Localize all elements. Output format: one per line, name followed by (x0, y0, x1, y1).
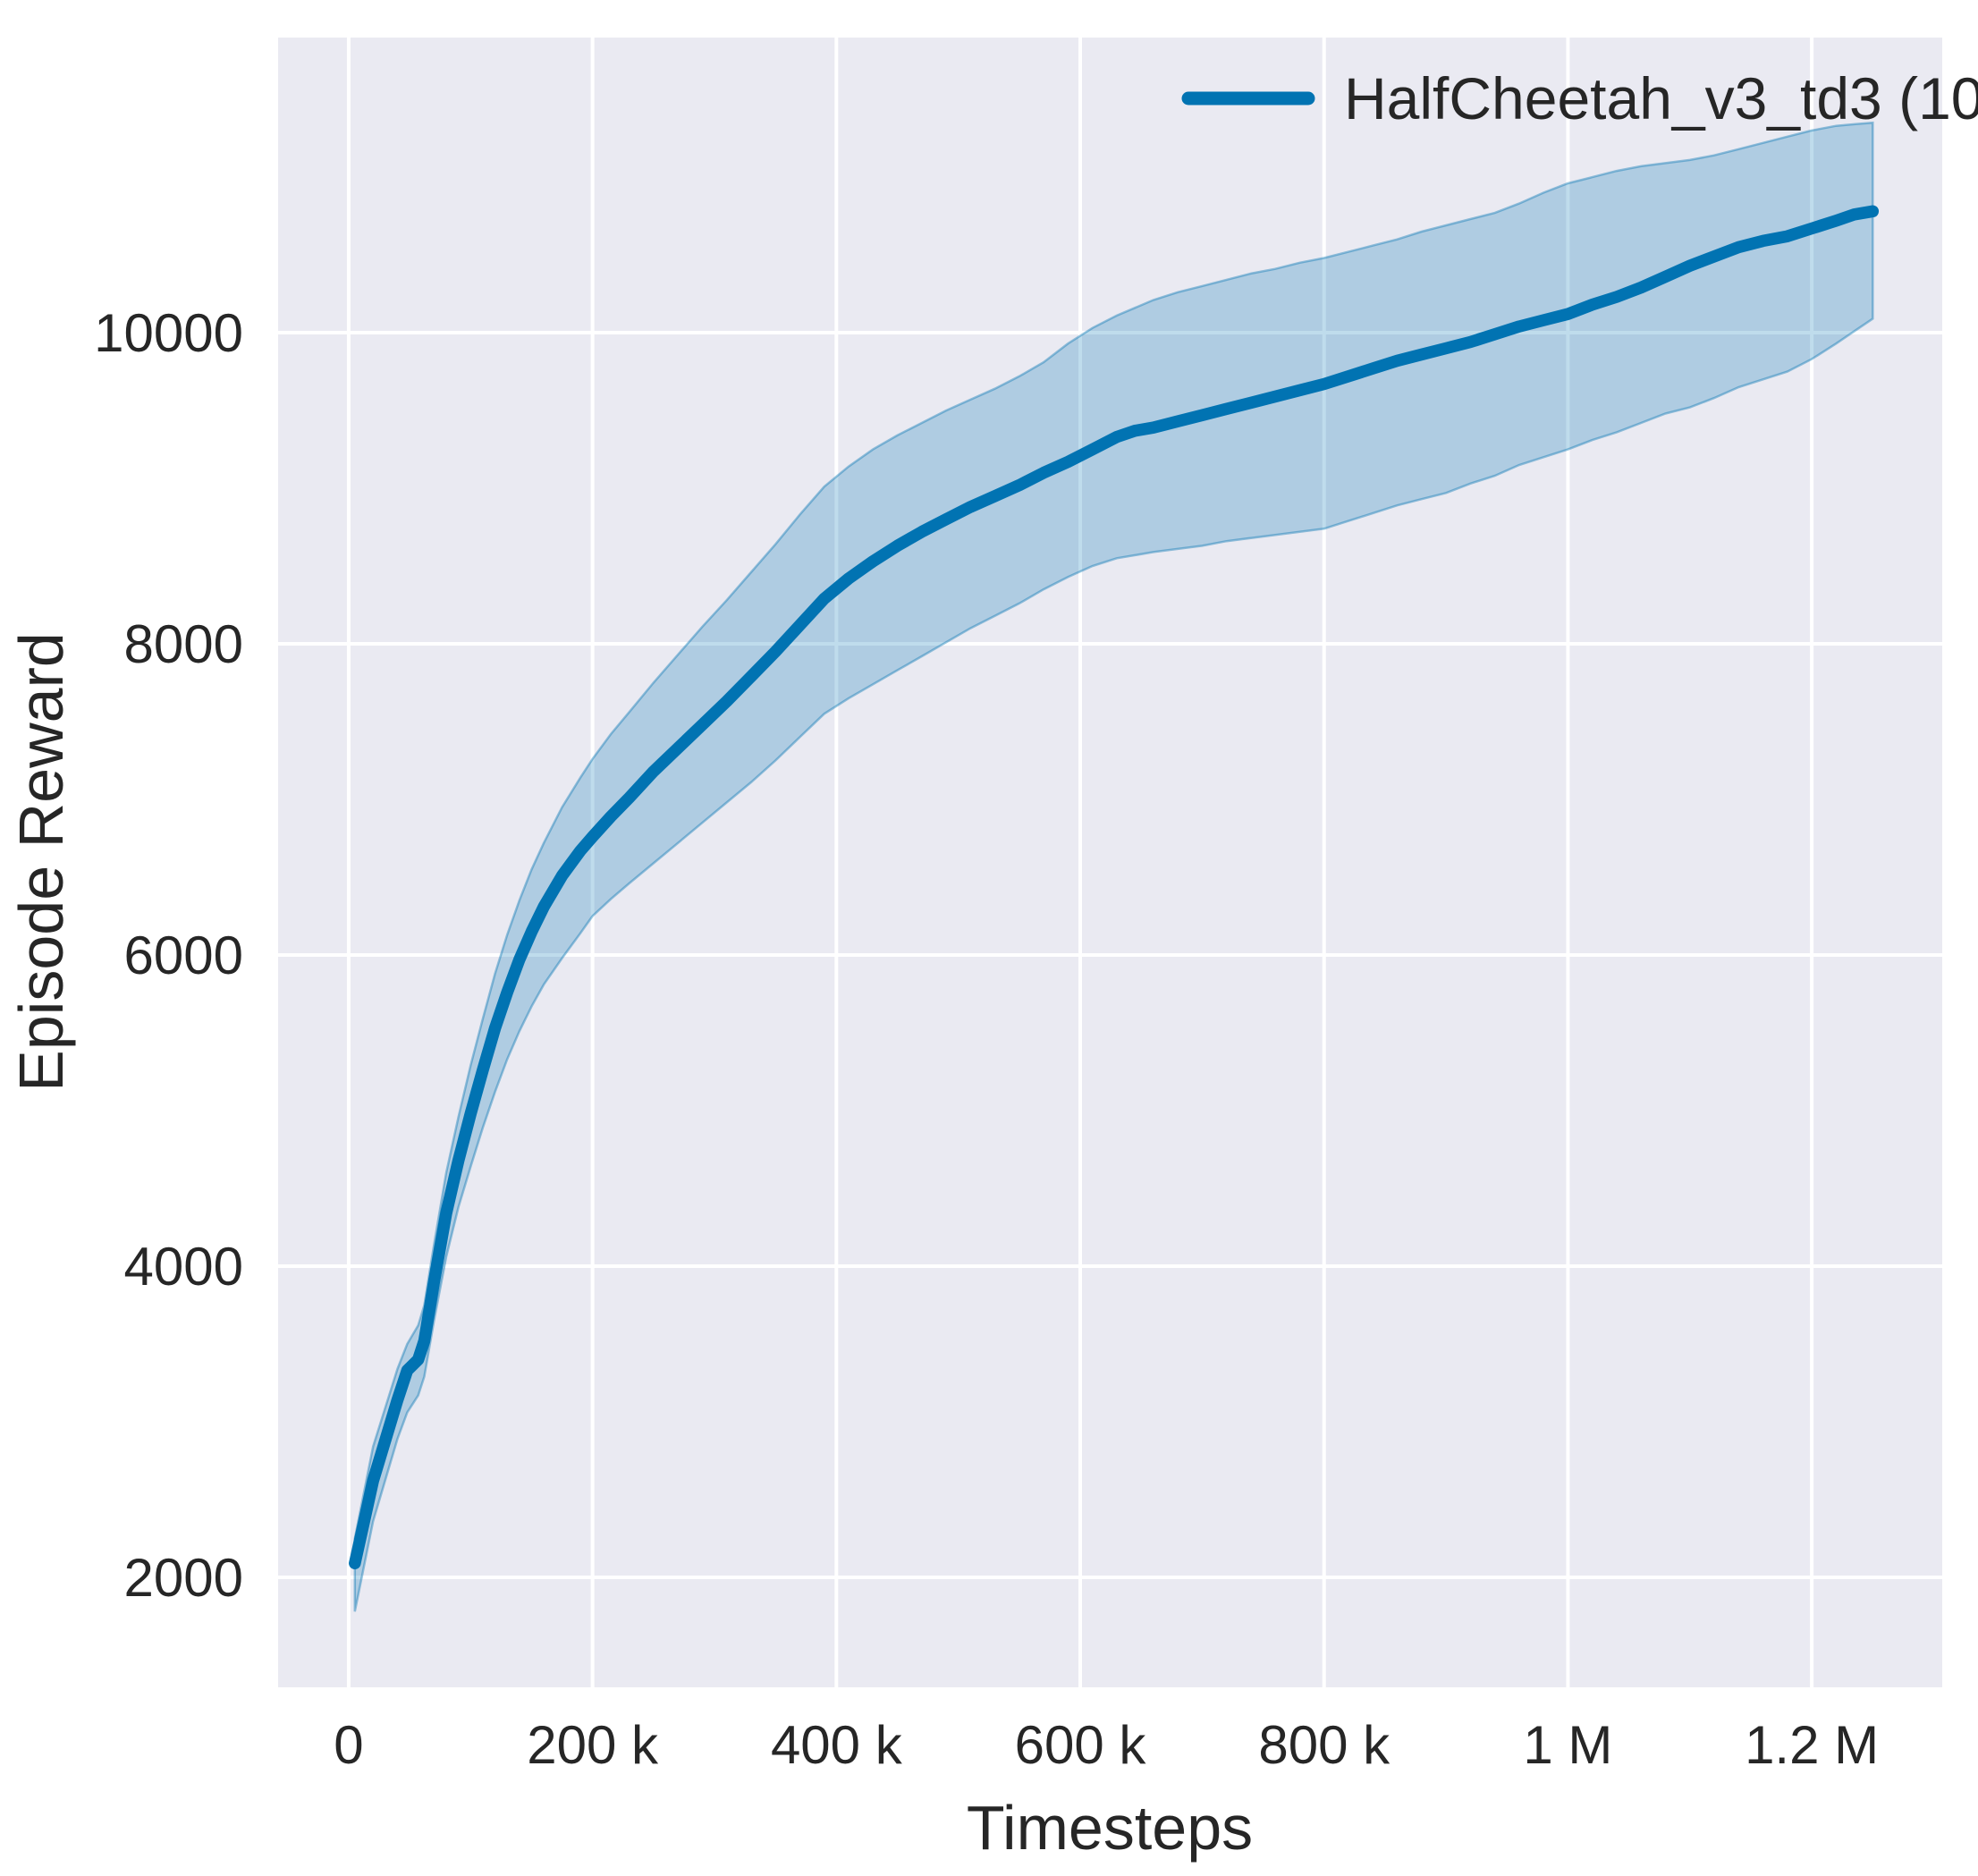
gridlines (278, 38, 1942, 1687)
x-axis-tick-labels: 0 200 k 400 k 600 k 800 k 1 M 1.2 M (334, 1715, 1879, 1775)
mean-line (349, 205, 1880, 1570)
y-axis-tick-labels: 2000 4000 6000 8000 10000 (94, 303, 243, 1608)
y-tick-label: 2000 (124, 1548, 243, 1608)
y-tick-label: 10000 (94, 303, 243, 363)
legend: HalfCheetah_v3_td3 (10) (1181, 65, 1978, 131)
plot-background (278, 38, 1942, 1687)
y-tick-label: 6000 (124, 925, 243, 985)
x-tick-label: 1.2 M (1745, 1715, 1879, 1775)
legend-label: HalfCheetah_v3_td3 (10) (1344, 65, 1978, 131)
x-axis-label: Timesteps (967, 1793, 1253, 1863)
y-tick-label: 4000 (124, 1237, 243, 1297)
x-tick-label: 600 k (1015, 1715, 1147, 1775)
x-tick-label: 1 M (1523, 1715, 1612, 1775)
x-tick-label: 400 k (771, 1715, 903, 1775)
confidence-band (353, 121, 1874, 1612)
y-tick-label: 8000 (124, 614, 243, 674)
x-tick-label: 0 (334, 1715, 363, 1775)
x-tick-label: 800 k (1258, 1715, 1391, 1775)
y-axis-label: Episode Reward (6, 632, 76, 1092)
x-tick-label: 200 k (527, 1715, 659, 1775)
